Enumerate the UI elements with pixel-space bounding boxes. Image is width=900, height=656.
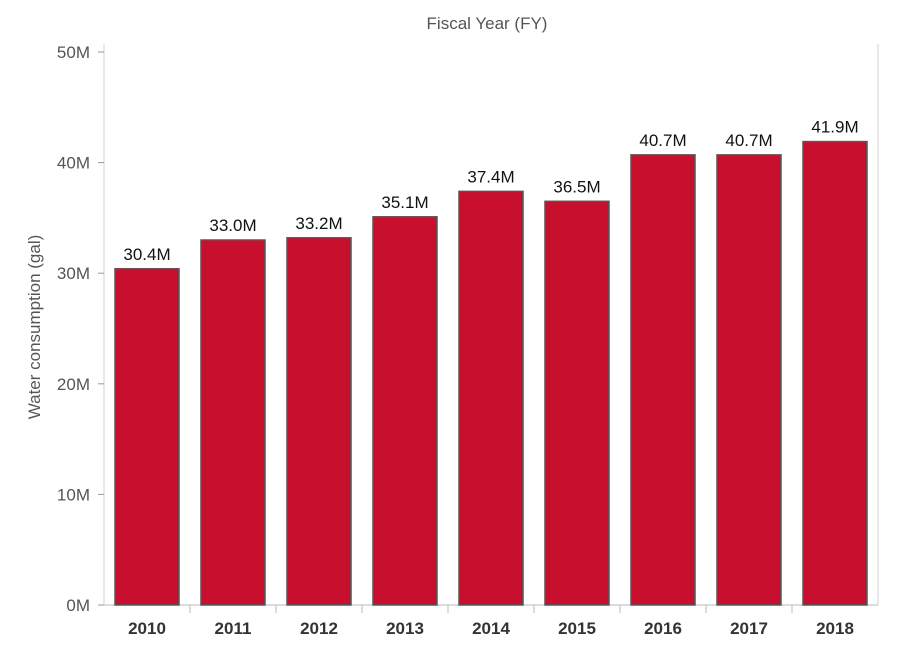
bar [286,237,352,606]
data-label: 37.4M [467,167,514,186]
y-tick-label: 10M [57,485,90,504]
y-axis: 0M 10M 20M 30M 40M 50M [57,43,104,615]
data-label: 33.0M [209,216,256,235]
x-tick-label: 2010 [128,619,166,638]
data-label: 40.7M [725,131,772,150]
bar [458,190,524,606]
data-label: 33.2M [295,214,342,233]
data-label: 30.4M [123,245,170,264]
chart-title: Fiscal Year (FY) [427,14,548,33]
data-label: 40.7M [639,131,686,150]
bar [716,154,782,606]
bar [630,154,696,606]
x-tick-label: 2017 [730,619,768,638]
y-tick-label: 30M [57,264,90,283]
bar [372,216,438,606]
y-tick-label: 40M [57,154,90,173]
y-tick-label: 0M [66,596,90,615]
x-tick-label: 2014 [472,619,510,638]
data-label: 35.1M [381,193,428,212]
x-tick-label: 2016 [644,619,682,638]
y-axis-title: Water consumption (gal) [25,235,44,420]
x-tick-label: 2012 [300,619,338,638]
x-tick-label: 2013 [386,619,424,638]
bar [114,268,180,606]
data-labels: 30.4M 33.0M 33.2M 35.1M 37.4M 36.5M 40.7M 40.7M… [123,118,858,264]
y-tick-label: 20M [57,375,90,394]
bar [200,239,266,606]
data-label: 41.9M [811,118,858,137]
bar [802,140,868,606]
x-tick-label: 2018 [816,619,854,638]
bar [544,200,610,606]
x-axis: 2010 2011 2012 2013 2014 2015 2016 2017 2018 [128,605,854,638]
x-tick-label: 2011 [215,619,252,638]
y-tick-label: 50M [57,43,90,62]
bars [114,140,868,606]
x-tick-label: 2015 [558,619,596,638]
data-label: 36.5M [553,177,600,196]
